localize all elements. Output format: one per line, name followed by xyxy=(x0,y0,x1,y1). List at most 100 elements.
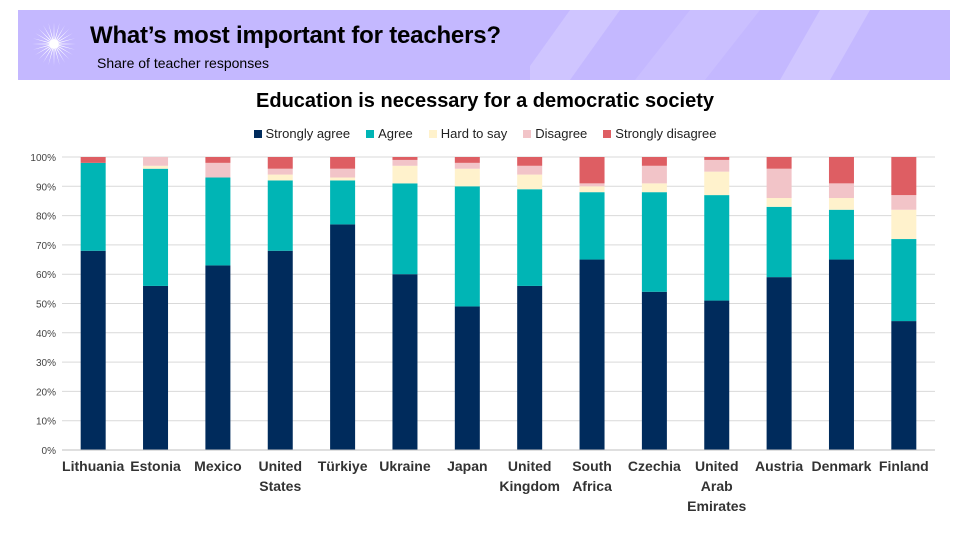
bar-segment xyxy=(454,306,480,450)
chart-title: Education is necessary for a democratic … xyxy=(256,90,714,112)
x-tick-label: Ukraine xyxy=(379,458,431,474)
bar-segment xyxy=(517,189,543,286)
bar-segment xyxy=(80,250,106,450)
logo-ray xyxy=(58,44,76,50)
legend-label: Agree xyxy=(378,126,413,141)
banner-decoration xyxy=(530,10,870,80)
bar-segment xyxy=(579,157,605,184)
logo-ray xyxy=(58,33,74,42)
logo-ray xyxy=(54,48,60,66)
bar-segment xyxy=(517,157,543,166)
bar-segment xyxy=(517,165,543,175)
bar-segment xyxy=(392,183,418,275)
bar-segment xyxy=(143,168,169,286)
x-tick-label: Denmark xyxy=(812,458,872,474)
legend-label: Strongly disagree xyxy=(615,126,717,141)
y-tick-label: 0% xyxy=(42,446,57,457)
logo-ray xyxy=(57,28,70,41)
legend-swatch xyxy=(366,129,375,138)
bar-segment xyxy=(392,165,418,184)
bar-segment xyxy=(267,180,293,251)
bar-segment xyxy=(579,192,605,260)
logo-ray xyxy=(54,22,60,40)
logo-ray xyxy=(38,47,51,60)
logo-ray xyxy=(32,38,50,44)
bar-segment xyxy=(517,285,543,450)
bar-segment xyxy=(143,165,169,169)
bar-segment xyxy=(891,157,917,196)
x-tick-label: Africa xyxy=(572,478,612,494)
bar-segment xyxy=(704,157,730,160)
y-tick-label: 10% xyxy=(36,417,56,428)
x-tick-label: Türkiye xyxy=(318,458,368,474)
logo-ray xyxy=(56,24,65,40)
x-tick-label: Czechia xyxy=(628,458,681,474)
legend-label: Hard to say xyxy=(440,126,508,141)
legend-item: Disagree xyxy=(523,126,587,141)
y-tick-label: 90% xyxy=(36,182,56,193)
bar-segment xyxy=(205,157,231,163)
bar-segment xyxy=(766,168,792,199)
y-tick-label: 70% xyxy=(36,241,56,252)
bar-segment xyxy=(641,165,667,184)
bar-segment xyxy=(766,206,792,278)
bar-segment xyxy=(641,183,667,193)
page-subtitle: Share of teacher responses xyxy=(97,55,269,71)
legend-item: Hard to say xyxy=(428,126,508,141)
bar-segment xyxy=(579,186,605,193)
legend-label: Disagree xyxy=(535,126,588,141)
y-tick-label: 60% xyxy=(36,270,56,281)
logo-ray xyxy=(58,43,76,45)
x-tick-label: Mexico xyxy=(194,458,241,474)
bar-segment xyxy=(517,174,543,190)
bar-segment xyxy=(267,174,293,181)
logo-ray xyxy=(58,38,76,44)
bar-segment xyxy=(891,321,917,450)
bar-segment xyxy=(891,239,917,322)
bar-segment xyxy=(205,162,231,178)
bar-segment xyxy=(392,159,418,166)
logo-ray xyxy=(56,48,65,64)
bar-segment xyxy=(454,168,480,187)
bar-segment xyxy=(205,177,231,266)
bar-segment xyxy=(766,277,792,450)
logo-ray xyxy=(32,43,50,45)
bar-segment xyxy=(392,157,418,160)
x-tick-label: United xyxy=(508,458,552,474)
x-tick-label: States xyxy=(259,478,301,494)
legend-swatch xyxy=(523,129,532,138)
bar-segment xyxy=(330,168,356,178)
bar-segment xyxy=(330,224,356,450)
x-tick-label: Estonia xyxy=(130,458,181,474)
logo-ray xyxy=(43,24,52,40)
logo-ray xyxy=(48,22,54,40)
legend-swatch xyxy=(253,129,262,138)
bar-segment xyxy=(704,171,730,196)
legend-label: Strongly agree xyxy=(265,126,351,141)
logo-ray xyxy=(34,33,50,42)
logo-ray xyxy=(53,22,55,40)
bar-segment xyxy=(392,274,418,450)
logo-ray xyxy=(38,28,51,41)
x-tick-label: United xyxy=(695,458,739,474)
x-tick-label: Lithuania xyxy=(62,458,124,474)
y-tick-label: 80% xyxy=(36,212,56,223)
x-tick-label: Arab xyxy=(701,478,733,494)
x-tick-label: Austria xyxy=(755,458,803,474)
x-tick-label: Kingdom xyxy=(499,478,560,494)
bar-segment xyxy=(454,157,480,163)
logo-ray xyxy=(58,46,74,55)
bar-segment xyxy=(143,157,169,166)
bar-segment xyxy=(579,259,605,450)
bar-segment xyxy=(704,300,730,450)
y-tick-label: 20% xyxy=(36,387,56,398)
bar-segment xyxy=(454,162,480,169)
y-tick-label: 30% xyxy=(36,358,56,369)
legend-item: Agree xyxy=(366,126,413,141)
legend-swatch xyxy=(603,129,612,138)
header-banner: What’s most important for teachers? Shar… xyxy=(18,10,950,80)
sunburst-logo-icon xyxy=(32,22,76,66)
bar-segment xyxy=(454,186,480,307)
logo-center xyxy=(49,39,59,49)
x-tick-label: Japan xyxy=(447,458,487,474)
